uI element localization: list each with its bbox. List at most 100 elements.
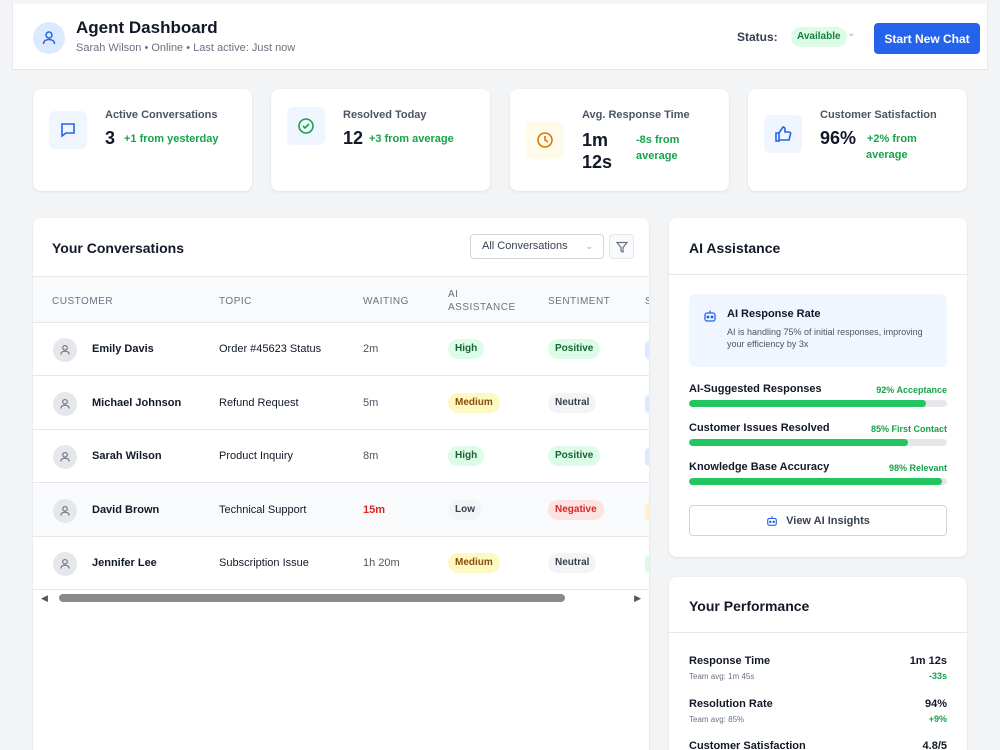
app-header: Agent Dashboard Sarah Wilson • Online • …	[12, 4, 988, 70]
perf-team-avg: Team avg: 85%	[689, 715, 745, 724]
stat-card-avg-response-time: Avg. Response Time 1m 12s -8s from avera…	[510, 89, 729, 191]
filter-button[interactable]	[609, 234, 634, 259]
panel-title: Your Performance	[689, 598, 810, 614]
ai-response-rate-box: AI Response Rate AI is handling 75% of i…	[689, 294, 947, 367]
thumbs-up-icon	[764, 115, 802, 153]
topic: Order #45623 Status	[219, 343, 322, 355]
stat-card-resolved-today: Resolved Today 12 +3 from average	[271, 89, 490, 191]
user-icon	[53, 552, 77, 576]
conversation-filter-select[interactable]: All Conversations ⌄	[470, 234, 604, 259]
scroll-left-icon[interactable]: ◀	[41, 593, 48, 603]
ai-assistance-badge: High	[448, 446, 485, 466]
robot-icon	[767, 515, 777, 526]
perf-delta: -33s	[928, 671, 947, 681]
sentiment-badge: Positive	[548, 446, 601, 466]
table-header: CUSTOMER TOPIC WAITING AI ASSISTANCE SEN…	[33, 276, 649, 323]
topic: Refund Request	[219, 396, 299, 409]
table-row[interactable]: Emily Davis Order #45623 Status 2m High Posi…	[33, 323, 649, 376]
customer-name: Jennifer Lee	[92, 557, 157, 569]
chevron-down-icon[interactable]: ⌄	[847, 28, 856, 39]
status-badge	[645, 501, 649, 520]
column-header-waiting[interactable]: WAITING	[363, 296, 409, 307]
stat-value: 1m	[582, 130, 609, 150]
status-badge	[645, 555, 649, 573]
table-row[interactable]: Michael Johnson Refund Request 5m Medium Neu…	[33, 376, 649, 430]
filter-icon	[615, 241, 628, 253]
stat-change: +3 from average	[369, 133, 454, 145]
progress-fill	[689, 439, 909, 446]
progress-track	[689, 478, 947, 485]
user-icon	[33, 22, 65, 54]
sentiment-badge: Positive	[548, 339, 601, 359]
sentiment-badge: Negative	[548, 499, 604, 520]
progress-fill	[689, 400, 927, 407]
waiting-time: 15m	[363, 503, 386, 516]
metric-note: 85% First Contact	[870, 424, 947, 434]
perf-label: Customer Satisfaction	[689, 740, 806, 750]
waiting-time: 8m	[363, 450, 379, 462]
column-header-ai-line2[interactable]: ASSISTANCE	[448, 302, 516, 313]
ai-assistance-badge: Medium	[448, 392, 500, 413]
status-badge	[645, 341, 649, 359]
column-header-sentiment[interactable]: SENTIMENT	[548, 296, 611, 307]
button-label: View AI Insights	[786, 514, 870, 527]
progress-track	[689, 400, 947, 407]
customer-name: Sarah Wilson	[92, 450, 162, 462]
stat-value: 96%	[820, 128, 857, 148]
perf-value: 1m 12s	[909, 655, 947, 667]
perf-label: Resolution Rate	[689, 698, 773, 710]
stat-label: Customer Satisfaction	[820, 109, 937, 121]
column-header-topic[interactable]: TOPIC	[219, 296, 252, 307]
waiting-time: 2m	[363, 343, 379, 355]
status-select[interactable]: Available	[791, 27, 847, 47]
user-icon	[53, 391, 77, 416]
perf-team-avg: Team avg: 1m 45s	[689, 672, 755, 681]
ai-box-title: AI Response Rate	[727, 308, 821, 320]
table-row[interactable]: David Brown Technical Support 15m Low Negati…	[33, 483, 649, 537]
topic: Subscription Issue	[219, 557, 309, 569]
waiting-time: 5m	[363, 396, 379, 409]
ai-assistance-badge: Medium	[448, 553, 500, 573]
chevron-down-icon: ⌄	[585, 241, 593, 251]
user-icon	[53, 338, 77, 362]
metric-note: 92% Acceptance	[876, 385, 947, 395]
page-title: Agent Dashboard	[76, 18, 218, 37]
status-badge	[645, 448, 649, 466]
status-badge	[645, 394, 649, 413]
topic: Product Inquiry	[219, 450, 293, 462]
divider	[669, 632, 967, 633]
status-label: Status:	[737, 30, 778, 44]
conversations-panel: Your Conversations All Conversations ⌄ C…	[33, 218, 649, 750]
metric-label: AI-Suggested Responses	[689, 383, 822, 395]
panel-title: AI Assistance	[689, 240, 781, 256]
panel-title: Your Conversations	[52, 240, 184, 256]
stat-card-customer-satisfaction: Customer Satisfaction 96% +2% from avera…	[748, 89, 967, 191]
robot-icon	[703, 309, 717, 328]
stat-value: 12s	[582, 152, 613, 172]
view-ai-insights-button[interactable]: View AI Insights	[689, 505, 947, 536]
column-header-ai-line1[interactable]: AI	[448, 289, 459, 300]
stat-change: -8s from	[636, 134, 680, 146]
progress-track	[689, 439, 947, 446]
check-circle-icon	[287, 107, 325, 145]
message-square-icon	[49, 111, 87, 149]
horizontal-scrollbar[interactable]: ◀ ▶	[41, 591, 641, 605]
column-header-customer[interactable]: CUSTOMER	[52, 296, 114, 307]
customer-name: Michael Johnson	[92, 396, 182, 409]
ai-assistance-panel: AI Assistance AI Response Rate AI is han…	[669, 218, 967, 557]
start-new-chat-button[interactable]: Start New Chat	[874, 23, 980, 54]
stat-change: average	[636, 150, 678, 162]
scroll-right-icon[interactable]: ▶	[634, 593, 641, 603]
filter-value: All Conversations	[482, 240, 568, 252]
topic: Technical Support	[219, 503, 307, 516]
waiting-time: 1h 20m	[363, 557, 400, 569]
perf-value: 94%	[924, 698, 947, 710]
perf-label: Response Time	[689, 655, 771, 667]
column-header-status[interactable]: S	[645, 296, 649, 307]
stat-label: Resolved Today	[343, 109, 427, 121]
stat-change: +2% from	[867, 133, 917, 145]
table-row[interactable]: Sarah Wilson Product Inquiry 8m High Positiv…	[33, 430, 649, 483]
table-row[interactable]: Jennifer Lee Subscription Issue 1h 20m Medi…	[33, 537, 649, 590]
user-icon	[53, 445, 77, 469]
scrollbar-thumb[interactable]	[59, 594, 565, 602]
